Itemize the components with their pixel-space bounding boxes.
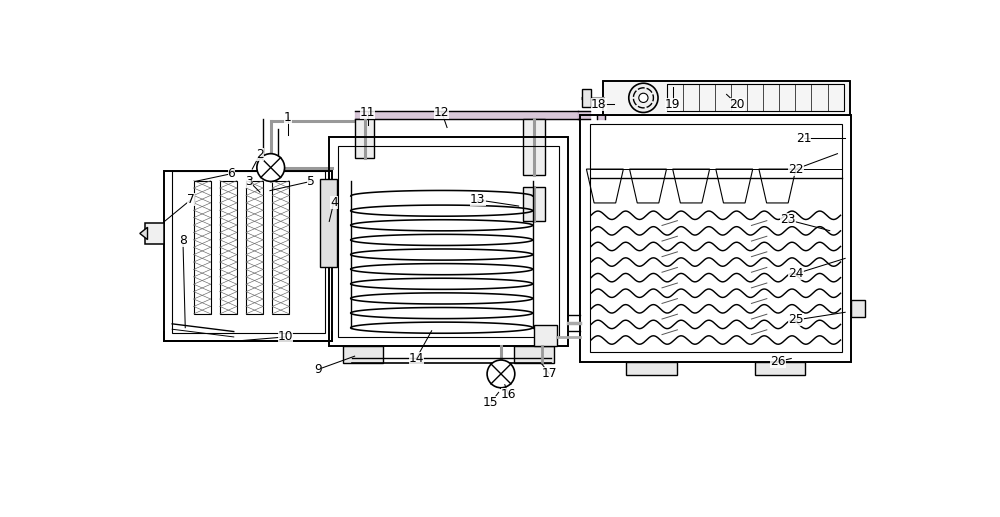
Bar	[320, 178, 337, 267]
Bar	[851, 300, 865, 317]
Text: 7: 7	[187, 193, 195, 206]
Text: 23: 23	[780, 214, 796, 226]
Text: 13: 13	[470, 193, 486, 206]
Text: 16: 16	[501, 388, 516, 401]
Bar	[164, 171, 332, 341]
Text: 17: 17	[542, 368, 557, 381]
Bar	[580, 115, 851, 361]
Bar	[220, 180, 237, 314]
Text: 18: 18	[591, 98, 607, 111]
Text: 3: 3	[245, 175, 253, 188]
Circle shape	[639, 93, 648, 102]
Bar	[590, 125, 842, 352]
Bar	[246, 180, 263, 314]
Bar	[534, 325, 557, 346]
Bar	[755, 361, 805, 375]
Bar	[666, 84, 844, 111]
Bar	[355, 119, 374, 158]
Bar	[338, 146, 559, 337]
Bar	[523, 119, 545, 175]
Text: 9: 9	[315, 363, 322, 376]
Bar	[343, 346, 383, 363]
Text: 19: 19	[665, 98, 680, 111]
Text: 5: 5	[307, 175, 315, 188]
Bar	[194, 180, 211, 314]
Bar	[626, 361, 677, 375]
Text: 20: 20	[730, 98, 745, 111]
Circle shape	[629, 83, 658, 113]
Text: 1: 1	[284, 111, 292, 124]
Text: 11: 11	[360, 105, 375, 118]
Text: 2: 2	[256, 148, 264, 161]
Text: 24: 24	[788, 267, 804, 280]
Text: 15: 15	[483, 396, 499, 409]
Text: 14: 14	[409, 352, 424, 365]
Bar	[272, 180, 289, 314]
Polygon shape	[140, 227, 148, 239]
Bar	[329, 136, 568, 346]
Text: 8: 8	[179, 234, 187, 247]
Bar	[514, 346, 554, 363]
Text: 10: 10	[278, 330, 293, 343]
Bar	[523, 187, 545, 221]
Bar	[603, 81, 850, 115]
Circle shape	[257, 154, 285, 181]
Text: 21: 21	[796, 132, 811, 145]
Text: 4: 4	[330, 195, 338, 209]
Text: 25: 25	[788, 313, 804, 327]
Bar	[172, 171, 325, 333]
Text: 26: 26	[770, 355, 786, 368]
Text: 22: 22	[788, 162, 804, 176]
Bar	[145, 223, 164, 244]
Bar	[582, 88, 591, 107]
Bar	[603, 81, 850, 115]
Text: 12: 12	[434, 105, 449, 118]
Circle shape	[487, 360, 515, 388]
Text: 6: 6	[228, 167, 235, 180]
